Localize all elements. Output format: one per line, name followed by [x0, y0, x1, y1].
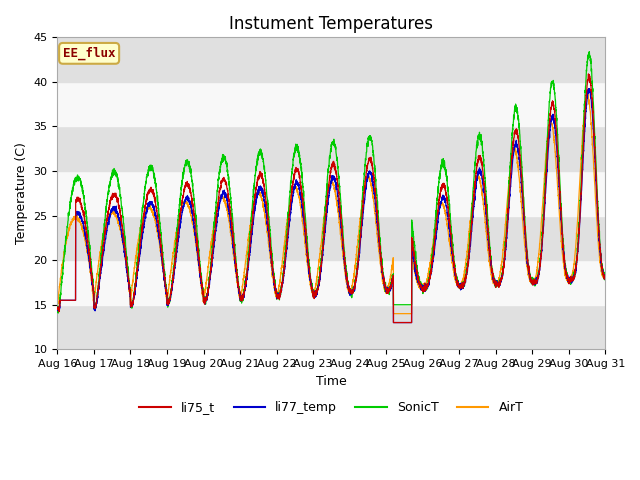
SonicT [601, 276, 609, 282]
Bar [58, 126, 605, 171]
AirT [485, 257, 493, 263]
Title: Instument Temperatures: Instument Temperatures [229, 15, 433, 33]
li75_t [311, 292, 319, 298]
Line: SonicT: SonicT [58, 52, 605, 313]
li75_t [584, 71, 592, 77]
SonicT [586, 49, 593, 55]
li75_t [454, 281, 462, 287]
AirT [54, 305, 61, 311]
Line: li77_temp: li77_temp [58, 89, 605, 323]
Line: AirT: AirT [58, 94, 605, 313]
X-axis label: Time: Time [316, 374, 347, 387]
AirT [601, 276, 609, 282]
li77_temp [424, 282, 431, 288]
AirT [390, 311, 397, 316]
AirT [454, 284, 462, 290]
SonicT [454, 284, 462, 289]
li77_temp [390, 320, 397, 325]
li77_temp [602, 276, 609, 282]
AirT [424, 274, 431, 280]
li75_t [424, 283, 431, 289]
Y-axis label: Temperature (C): Temperature (C) [15, 143, 28, 244]
Text: EE_flux: EE_flux [63, 47, 115, 60]
li75_t [152, 204, 160, 209]
AirT [584, 91, 591, 96]
Bar [58, 37, 605, 82]
SonicT [311, 290, 319, 296]
AirT [311, 288, 319, 293]
li77_temp [454, 282, 462, 288]
li77_temp [152, 213, 160, 218]
SonicT [54, 310, 62, 316]
Bar [58, 171, 605, 216]
SonicT [602, 277, 609, 283]
Line: li75_t: li75_t [58, 74, 605, 323]
SonicT [54, 303, 61, 309]
SonicT [424, 281, 431, 287]
li75_t [602, 276, 609, 281]
Bar [58, 216, 605, 260]
li75_t [601, 273, 609, 279]
SonicT [485, 234, 493, 240]
Bar [58, 305, 605, 349]
Bar [58, 82, 605, 126]
AirT [602, 276, 609, 281]
SonicT [152, 183, 160, 189]
li75_t [390, 320, 397, 325]
li77_temp [54, 306, 61, 312]
li75_t [54, 306, 61, 312]
li77_temp [485, 245, 493, 251]
AirT [152, 220, 160, 226]
li77_temp [585, 86, 593, 92]
li77_temp [601, 276, 609, 282]
Legend: li75_t, li77_temp, SonicT, AirT: li75_t, li77_temp, SonicT, AirT [134, 396, 528, 419]
li75_t [485, 242, 493, 248]
li77_temp [311, 293, 319, 299]
Bar [58, 260, 605, 305]
